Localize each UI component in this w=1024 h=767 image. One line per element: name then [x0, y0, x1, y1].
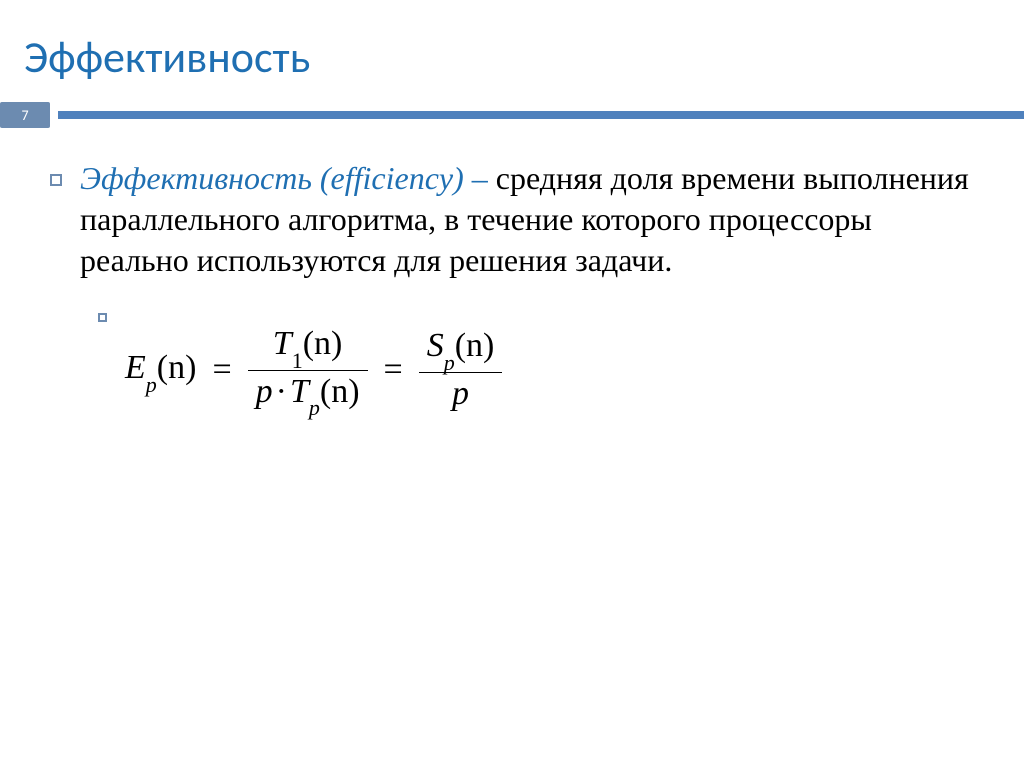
page-number-badge: 7	[0, 102, 50, 128]
definition-paragraph: Эффективность (efficiency) – средняя дол…	[80, 158, 974, 281]
bullet-item: Эффективность (efficiency) – средняя дол…	[50, 158, 974, 281]
slide-title: Эффективность	[0, 30, 1024, 84]
dash-text: –	[464, 160, 496, 196]
frac2-num-arg: (n)	[455, 327, 495, 364]
efficiency-formula: Ep(n) = T1(n) p·Tp(n) = Sp(n)	[125, 323, 502, 418]
fraction-2: Sp(n) p	[419, 325, 503, 415]
fraction-1: T1(n) p·Tp(n)	[248, 323, 368, 418]
frac1-num-base: T	[273, 325, 292, 362]
lhs-base: E	[125, 349, 146, 386]
frac1-num-sub: 1	[292, 348, 303, 373]
frac2-denominator: p	[444, 373, 477, 415]
frac2-numerator: Sp(n)	[419, 325, 503, 372]
frac1-den-sub: p	[309, 395, 320, 420]
divider-row: 7	[0, 102, 1024, 128]
formula-item: Ep(n) = T1(n) p·Tp(n) = Sp(n)	[50, 305, 974, 418]
equals-sign: =	[378, 351, 409, 389]
frac1-den-base: T	[290, 373, 309, 410]
term-text: Эффективность (efficiency)	[80, 160, 464, 196]
equals-sign: =	[206, 351, 237, 389]
divider-bar	[58, 111, 1024, 119]
slide: Эффективность 7 Эффективность (efficienc…	[0, 0, 1024, 767]
frac1-denominator: p·Tp(n)	[248, 371, 368, 418]
frac1-den-p: p	[256, 373, 273, 410]
frac2-num-base: S	[427, 327, 444, 364]
lhs-arg: (n)	[157, 349, 197, 386]
lhs-sub: p	[146, 372, 157, 397]
frac1-numerator: T1(n)	[265, 323, 351, 370]
content-area: Эффективность (efficiency) – средняя дол…	[0, 158, 1024, 417]
formula-lhs: Ep(n)	[125, 349, 196, 392]
bullet-icon	[98, 313, 107, 322]
frac2-num-sub: p	[444, 350, 455, 375]
frac1-den-arg: (n)	[320, 373, 360, 410]
frac1-num-arg: (n)	[303, 325, 343, 362]
frac1-den-dot: ·	[273, 373, 290, 410]
bullet-icon	[50, 174, 62, 186]
